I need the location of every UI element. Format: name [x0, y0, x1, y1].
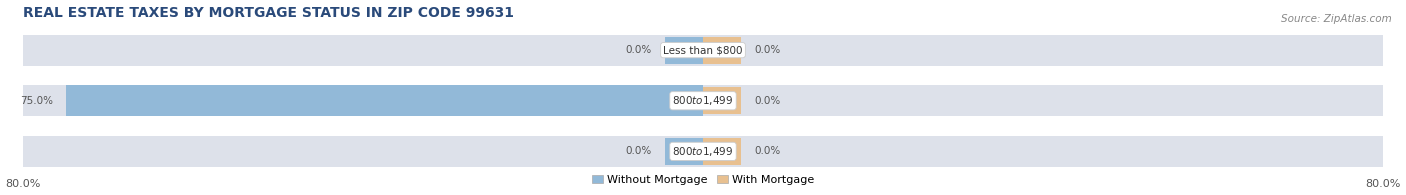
Bar	[665, 37, 703, 64]
Text: 0.0%: 0.0%	[754, 146, 780, 156]
Text: 75.0%: 75.0%	[20, 96, 53, 106]
Text: $800 to $1,499: $800 to $1,499	[672, 145, 734, 158]
Text: 0.0%: 0.0%	[626, 146, 652, 156]
Bar	[703, 87, 741, 114]
Bar	[703, 37, 741, 64]
Text: Less than $800: Less than $800	[664, 45, 742, 55]
Text: $800 to $1,499: $800 to $1,499	[672, 94, 734, 107]
Bar	[665, 138, 703, 165]
Bar	[665, 87, 703, 114]
Text: 0.0%: 0.0%	[754, 96, 780, 106]
Text: Source: ZipAtlas.com: Source: ZipAtlas.com	[1281, 14, 1392, 24]
Bar	[24, 85, 1382, 116]
Text: REAL ESTATE TAXES BY MORTGAGE STATUS IN ZIP CODE 99631: REAL ESTATE TAXES BY MORTGAGE STATUS IN …	[24, 5, 515, 20]
Bar	[24, 136, 1382, 167]
Legend: Without Mortgage, With Mortgage: Without Mortgage, With Mortgage	[588, 170, 818, 189]
Text: 0.0%: 0.0%	[626, 45, 652, 55]
Bar	[24, 35, 1382, 66]
Bar	[66, 85, 703, 116]
Text: 0.0%: 0.0%	[754, 45, 780, 55]
Bar	[703, 138, 741, 165]
